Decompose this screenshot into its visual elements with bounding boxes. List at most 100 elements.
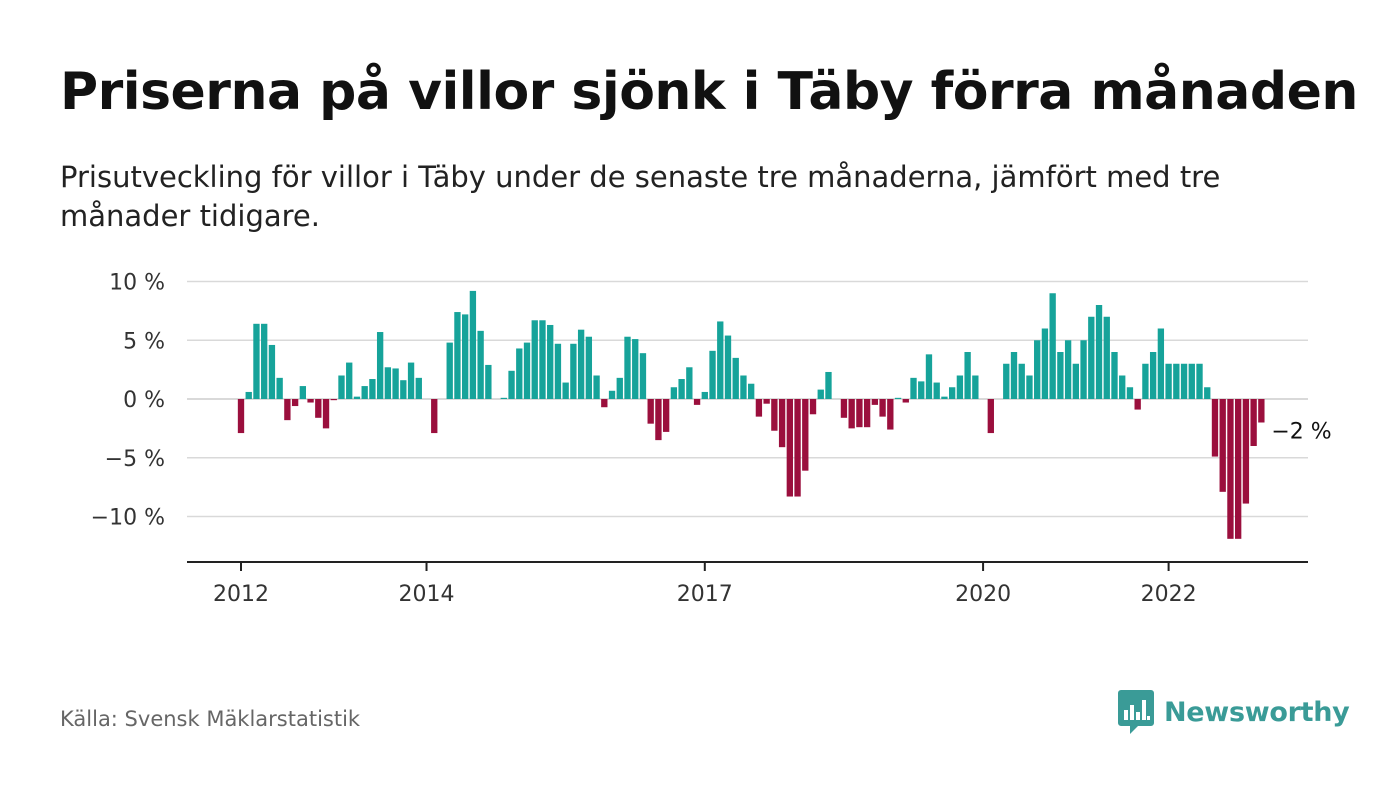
bar bbox=[717, 321, 724, 399]
bar bbox=[469, 290, 477, 399]
bar bbox=[941, 396, 948, 399]
bar bbox=[887, 399, 894, 430]
bar bbox=[1180, 363, 1188, 399]
bar bbox=[1242, 399, 1250, 504]
bar bbox=[1018, 363, 1025, 399]
bar bbox=[353, 396, 361, 399]
annotations: −2 % bbox=[1267, 417, 1332, 445]
annotation-label: −2 % bbox=[1271, 420, 1331, 445]
bar bbox=[948, 387, 956, 399]
bar bbox=[1219, 399, 1226, 492]
bar bbox=[1235, 399, 1242, 539]
bar bbox=[601, 399, 608, 408]
bar bbox=[253, 323, 260, 399]
bar bbox=[1227, 399, 1234, 539]
bar bbox=[376, 332, 384, 399]
bar bbox=[608, 390, 616, 399]
bar bbox=[987, 399, 994, 434]
x-tick-label: 2012 bbox=[213, 582, 269, 607]
bar bbox=[825, 371, 832, 399]
y-tick-label: −10 % bbox=[91, 506, 165, 531]
bar bbox=[500, 397, 507, 399]
brand-name: Newsworthy bbox=[1164, 696, 1350, 728]
x-axis: 2012 2014 2017 2020 2022 bbox=[187, 561, 1308, 607]
bar bbox=[840, 399, 848, 418]
bar bbox=[1188, 363, 1195, 399]
bar bbox=[693, 399, 701, 405]
bar bbox=[863, 399, 871, 428]
bar bbox=[261, 323, 268, 399]
bar bbox=[678, 379, 685, 399]
bar bbox=[709, 350, 716, 399]
bar bbox=[871, 399, 879, 405]
y-tick-label: −5 % bbox=[105, 447, 165, 472]
bar bbox=[1134, 399, 1141, 410]
bar bbox=[1088, 316, 1095, 399]
x-tick-label: 2020 bbox=[955, 582, 1011, 607]
bar bbox=[1111, 352, 1118, 399]
bar bbox=[817, 389, 824, 399]
bar bbox=[245, 391, 252, 399]
chart-subtitle: Prisutveckling för villor i Täby under d… bbox=[60, 160, 1221, 233]
x-tick-label: 2017 bbox=[677, 582, 733, 607]
bar bbox=[369, 379, 376, 399]
bar bbox=[802, 399, 809, 471]
bar bbox=[1204, 387, 1211, 399]
bars bbox=[237, 290, 1265, 539]
bar bbox=[523, 342, 531, 399]
bar bbox=[400, 380, 407, 399]
bar bbox=[1103, 316, 1110, 399]
bar bbox=[477, 330, 484, 399]
source-note: Källa: Svensk Mäklarstatistik bbox=[60, 707, 361, 731]
bar bbox=[1057, 352, 1064, 399]
bar bbox=[268, 344, 276, 399]
bar bbox=[1003, 363, 1010, 399]
bar bbox=[670, 387, 678, 399]
bar bbox=[879, 399, 886, 417]
bar bbox=[1034, 340, 1041, 399]
bar-chart-speech-bubble-icon bbox=[1118, 690, 1154, 734]
bar bbox=[686, 367, 693, 399]
bar bbox=[1196, 363, 1203, 399]
bar bbox=[462, 314, 469, 399]
bar bbox=[307, 399, 314, 403]
bar bbox=[809, 399, 817, 415]
bar bbox=[1080, 340, 1087, 399]
bar bbox=[531, 320, 538, 399]
bar bbox=[632, 339, 639, 399]
bar bbox=[724, 335, 732, 399]
bar bbox=[1072, 363, 1080, 399]
bar bbox=[701, 391, 708, 399]
y-axis-labels: 10 % 5 % 0 % −5 % −10 % bbox=[91, 271, 165, 531]
bar bbox=[346, 362, 353, 399]
bar bbox=[755, 399, 763, 417]
x-tick-label: 2014 bbox=[399, 582, 455, 607]
bar bbox=[956, 375, 964, 399]
bar bbox=[748, 383, 755, 399]
bar bbox=[446, 342, 453, 399]
bar bbox=[964, 352, 971, 399]
bar bbox=[485, 364, 492, 399]
bar bbox=[585, 336, 593, 399]
bar bbox=[454, 312, 461, 399]
bar bbox=[1165, 363, 1172, 399]
bar bbox=[284, 399, 291, 421]
bar bbox=[902, 399, 909, 403]
bar bbox=[330, 399, 337, 401]
bar bbox=[508, 370, 515, 399]
bar bbox=[392, 368, 399, 399]
bar bbox=[276, 377, 283, 399]
x-tick-label: 2022 bbox=[1141, 582, 1197, 607]
bar bbox=[570, 343, 577, 399]
bar bbox=[1041, 328, 1049, 399]
chart-title: Priserna på villor sjönk i Täby förra må… bbox=[60, 62, 1358, 122]
bar bbox=[1064, 340, 1072, 399]
bar bbox=[322, 399, 330, 429]
y-tick-label: 10 % bbox=[109, 271, 165, 296]
bar bbox=[1142, 363, 1149, 399]
bar bbox=[771, 399, 778, 431]
bar bbox=[577, 329, 585, 399]
bar bbox=[662, 399, 670, 432]
bar bbox=[655, 399, 662, 441]
bar bbox=[925, 354, 933, 399]
